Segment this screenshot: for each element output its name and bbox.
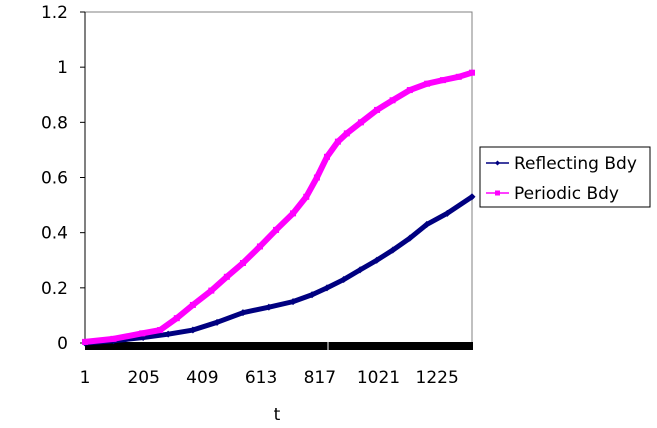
data-point (469, 69, 475, 76)
y-tick-label: 0 (57, 334, 68, 354)
data-point (423, 220, 431, 228)
data-point (356, 266, 364, 274)
y-tick-label: 0.6 (41, 169, 68, 189)
data-point (389, 97, 396, 104)
data-point (334, 138, 341, 145)
data-point (173, 315, 180, 322)
data-point (323, 284, 331, 292)
data-point (239, 309, 247, 317)
data-point (208, 287, 215, 294)
legend-item-reflecting: Reflecting Bdy (486, 154, 637, 174)
data-point (256, 243, 263, 250)
data-point (157, 327, 164, 334)
data-point (139, 330, 146, 337)
legend-item-periodic: Periodic Bdy (486, 184, 619, 204)
data-point (424, 80, 431, 87)
data-point (239, 260, 246, 267)
y-tick-label: 0.8 (41, 113, 68, 133)
data-point (455, 73, 462, 80)
data-point (406, 87, 413, 94)
data-point (373, 256, 381, 264)
data-point (82, 338, 88, 345)
data-point (443, 209, 451, 217)
x-tick-label: 817 (304, 368, 336, 388)
plot-area (84, 11, 473, 344)
square-marker-icon (495, 190, 500, 196)
y-tick-label: 0.4 (41, 224, 68, 244)
data-point (273, 226, 280, 233)
x-axis-label: t (274, 405, 281, 425)
x-tick-label: 205 (127, 368, 159, 388)
x-tick-label: 1 (80, 368, 91, 388)
y-tick-label: 0.2 (41, 279, 68, 299)
data-point (303, 193, 310, 200)
data-point (189, 326, 197, 334)
data-point (439, 77, 446, 84)
data-point (308, 291, 316, 299)
x-tick-label: 1021 (357, 368, 400, 388)
data-point (289, 298, 297, 306)
y-tick-label: 1.2 (41, 3, 68, 23)
data-point (223, 273, 230, 280)
data-point (343, 130, 350, 137)
diamond-marker-icon (495, 160, 500, 166)
data-point (406, 234, 414, 242)
legend-box (479, 146, 651, 208)
x-tick-label: 1225 (416, 368, 459, 388)
data-point (290, 210, 297, 217)
data-point (389, 246, 397, 254)
data-point (323, 153, 330, 160)
legend: Reflecting Bdy Periodic Bdy (479, 146, 651, 208)
data-point (340, 276, 348, 284)
data-point (313, 174, 320, 181)
data-point (110, 335, 117, 342)
series-periodic-bdy (82, 69, 475, 345)
y-tick-label: 1 (57, 58, 68, 78)
data-point (164, 330, 172, 338)
data-point (189, 301, 196, 308)
data-point (357, 119, 364, 126)
legend-label-reflecting: Reflecting Bdy (514, 154, 637, 174)
x-axis (85, 342, 473, 350)
data-point (213, 318, 221, 326)
x-tick-label: 613 (245, 368, 277, 388)
data-point (374, 106, 381, 113)
legend-label-periodic: Periodic Bdy (514, 184, 619, 204)
data-point (265, 303, 273, 311)
x-tick-label: 409 (186, 368, 218, 388)
data-point (468, 193, 476, 201)
